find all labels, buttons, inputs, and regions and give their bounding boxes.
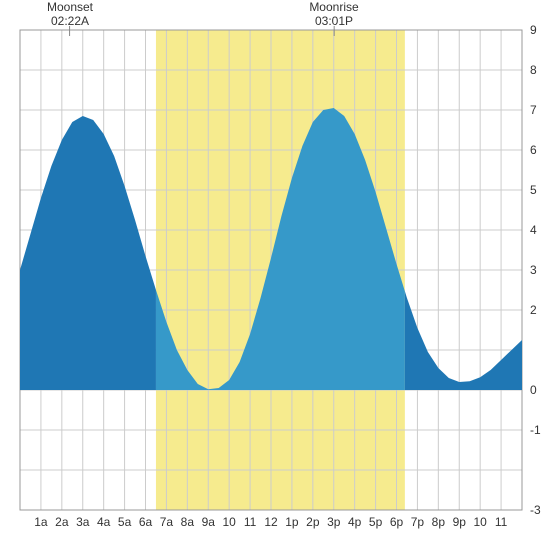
y-tick-label: 9 (530, 23, 537, 37)
x-tick-label: 10 (222, 515, 236, 529)
chart-svg: -3 -1 0 2 3 4 5 6 7 8 9 1a 2a 3a 4a 5a 6a 7a 8a 9a 10 11 12 1p 2… (0, 0, 550, 550)
y-tick-label: 3 (530, 263, 537, 277)
y-tick-label: 4 (530, 223, 537, 237)
x-tick-label: 2a (55, 515, 69, 529)
x-tick-label: 9a (202, 515, 216, 529)
x-tick-label: 11 (495, 515, 508, 529)
y-tick-label: 8 (530, 63, 537, 77)
x-tick-label: 9p (453, 515, 467, 529)
x-tick-label: 10 (473, 515, 487, 529)
x-tick-label: 7p (411, 515, 425, 529)
x-tick-label: 7a (160, 515, 174, 529)
y-tick-label: 7 (530, 103, 537, 117)
y-tick-label: 0 (530, 383, 537, 397)
y-tick-label: -3 (530, 503, 541, 517)
x-tick-label: 6a (139, 515, 153, 529)
x-tick-label: 5a (118, 515, 132, 529)
x-tick-label: 8p (432, 515, 446, 529)
x-tick-label: 12 (264, 515, 278, 529)
x-tick-label: 5p (369, 515, 383, 529)
y-tick-label: 2 (530, 303, 537, 317)
x-tick-label: 1a (34, 515, 48, 529)
y-tick-label: 5 (530, 183, 537, 197)
y-tick-label: -1 (530, 423, 541, 437)
x-tick-label: 8a (181, 515, 195, 529)
x-tick-label: 4a (97, 515, 111, 529)
x-tick-label: 3p (327, 515, 341, 529)
x-tick-label: 4p (348, 515, 362, 529)
x-tick-label: 6p (390, 515, 404, 529)
tide-chart: Moonset 02:22A Moonrise 03:01P -3-102345… (0, 0, 550, 550)
y-tick-label: 6 (530, 143, 537, 157)
x-tick-label: 11 (244, 515, 257, 529)
x-tick-label: 3a (76, 515, 90, 529)
x-tick-label: 2p (306, 515, 320, 529)
x-tick-label: 1p (285, 515, 299, 529)
